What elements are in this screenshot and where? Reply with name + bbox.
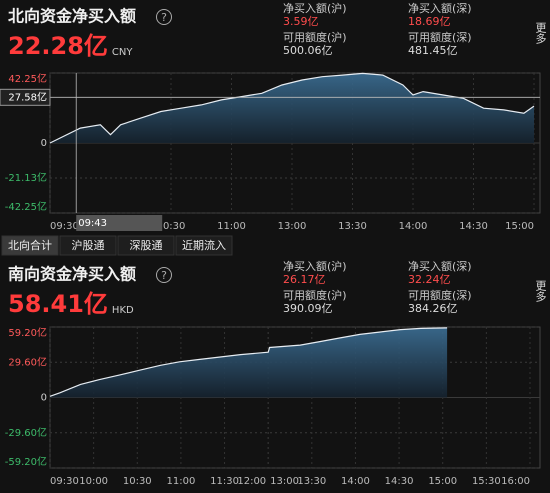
headline-value: 58.41亿 <box>8 290 108 318</box>
more-button[interactable]: 更多 <box>534 280 547 303</box>
tab-label: 深股通 <box>130 239 163 252</box>
x-tick-label: 11:00 <box>166 476 195 487</box>
y-tick-label: -59.20亿 <box>5 455 47 468</box>
x-tick-label: 13:00 <box>270 476 299 487</box>
tab[interactable] <box>1 235 59 256</box>
area <box>50 73 534 143</box>
stat-label: 可用额度(深) <box>408 288 472 302</box>
x-tick-label: 15:00 <box>428 476 457 487</box>
line <box>49 327 448 397</box>
stat-value: 18.69亿 <box>408 15 451 28</box>
x-tick-label: 14:00 <box>399 221 428 232</box>
stat-value: 32.24亿 <box>408 273 451 286</box>
y-tick-label: 59.20亿 <box>8 326 47 339</box>
x-tick-label: 15:00 <box>505 221 534 232</box>
x-tick-label: 11:30 <box>210 476 239 487</box>
y-tick-label: 29.60亿 <box>8 355 47 368</box>
stat-label: 净买入额(深) <box>408 1 472 15</box>
x-tick-label: 09:30 <box>50 221 79 232</box>
tab-label: 近期流入 <box>182 238 226 252</box>
crosshair-y-box <box>0 88 51 106</box>
help-icon[interactable] <box>156 9 172 25</box>
stat-value: 384.26亿 <box>408 302 458 315</box>
stat-label: 净买入额(沪) <box>283 259 347 273</box>
more-button[interactable]: 更多 <box>534 22 547 45</box>
stat-label: 净买入额(深) <box>408 259 472 273</box>
currency: HKD <box>112 305 134 316</box>
crosshair-x-label: 09:43 <box>78 218 107 229</box>
crosshair-x-box <box>76 215 163 231</box>
x-tick-label: 11:00 <box>217 221 246 232</box>
tab[interactable] <box>175 235 233 256</box>
x-tick-label: 12:00 <box>237 476 266 487</box>
x-tick-label: 13:30 <box>338 221 367 232</box>
crosshair-y-label: 27.58亿 <box>8 90 47 103</box>
stat-value: 3.59亿 <box>283 15 319 28</box>
y-tick-label: 0 <box>41 393 47 404</box>
tab[interactable] <box>117 235 175 256</box>
tab-label: 沪股通 <box>72 238 105 252</box>
stat-label: 可用额度(沪) <box>283 288 347 302</box>
x-tick-label: 09:30 <box>50 476 79 487</box>
y-tick-label: -42.25亿 <box>5 200 47 213</box>
tab-label: 北向合计 <box>8 238 52 252</box>
x-tick-label: 13:00 <box>278 221 307 232</box>
stat-value: 481.45亿 <box>408 44 458 57</box>
help-mark: ? <box>161 11 167 24</box>
x-tick-label: 14:30 <box>459 221 488 232</box>
x-tick-label: 13:30 <box>297 476 326 487</box>
stat-label: 净买入额(沪) <box>283 1 347 15</box>
y-tick-label: -29.60亿 <box>5 426 47 439</box>
help-mark: ? <box>161 269 167 282</box>
panel-title: 北向资金净买入额 <box>8 7 136 26</box>
y-tick-label: -21.13亿 <box>5 171 47 184</box>
headline-value: 22.28亿 <box>8 32 108 60</box>
stat-value: 390.09亿 <box>283 302 333 315</box>
stat-label: 可用额度(沪) <box>283 30 347 44</box>
x-tick-label: 10:00 <box>79 476 108 487</box>
currency: CNY <box>112 47 133 58</box>
stat-label: 可用额度(深) <box>408 30 472 44</box>
x-tick-label: 10:30 <box>123 476 152 487</box>
x-tick-label: 14:30 <box>385 476 414 487</box>
x-tick-label: 14:00 <box>341 476 370 487</box>
stat-value: 26.17亿 <box>283 273 326 286</box>
stat-value: 500.06亿 <box>283 44 333 57</box>
x-tick-label: 16:00 <box>501 476 530 487</box>
y-tick-label: 42.25亿 <box>8 72 47 85</box>
x-tick-label: 10:30 <box>157 221 186 232</box>
help-icon[interactable] <box>156 267 172 283</box>
tab[interactable] <box>59 235 117 256</box>
y-tick-label: 0 <box>41 138 47 149</box>
area <box>50 327 448 398</box>
x-tick-label: 15:30 <box>472 476 501 487</box>
panel-title: 南向资金净买入额 <box>8 265 136 284</box>
